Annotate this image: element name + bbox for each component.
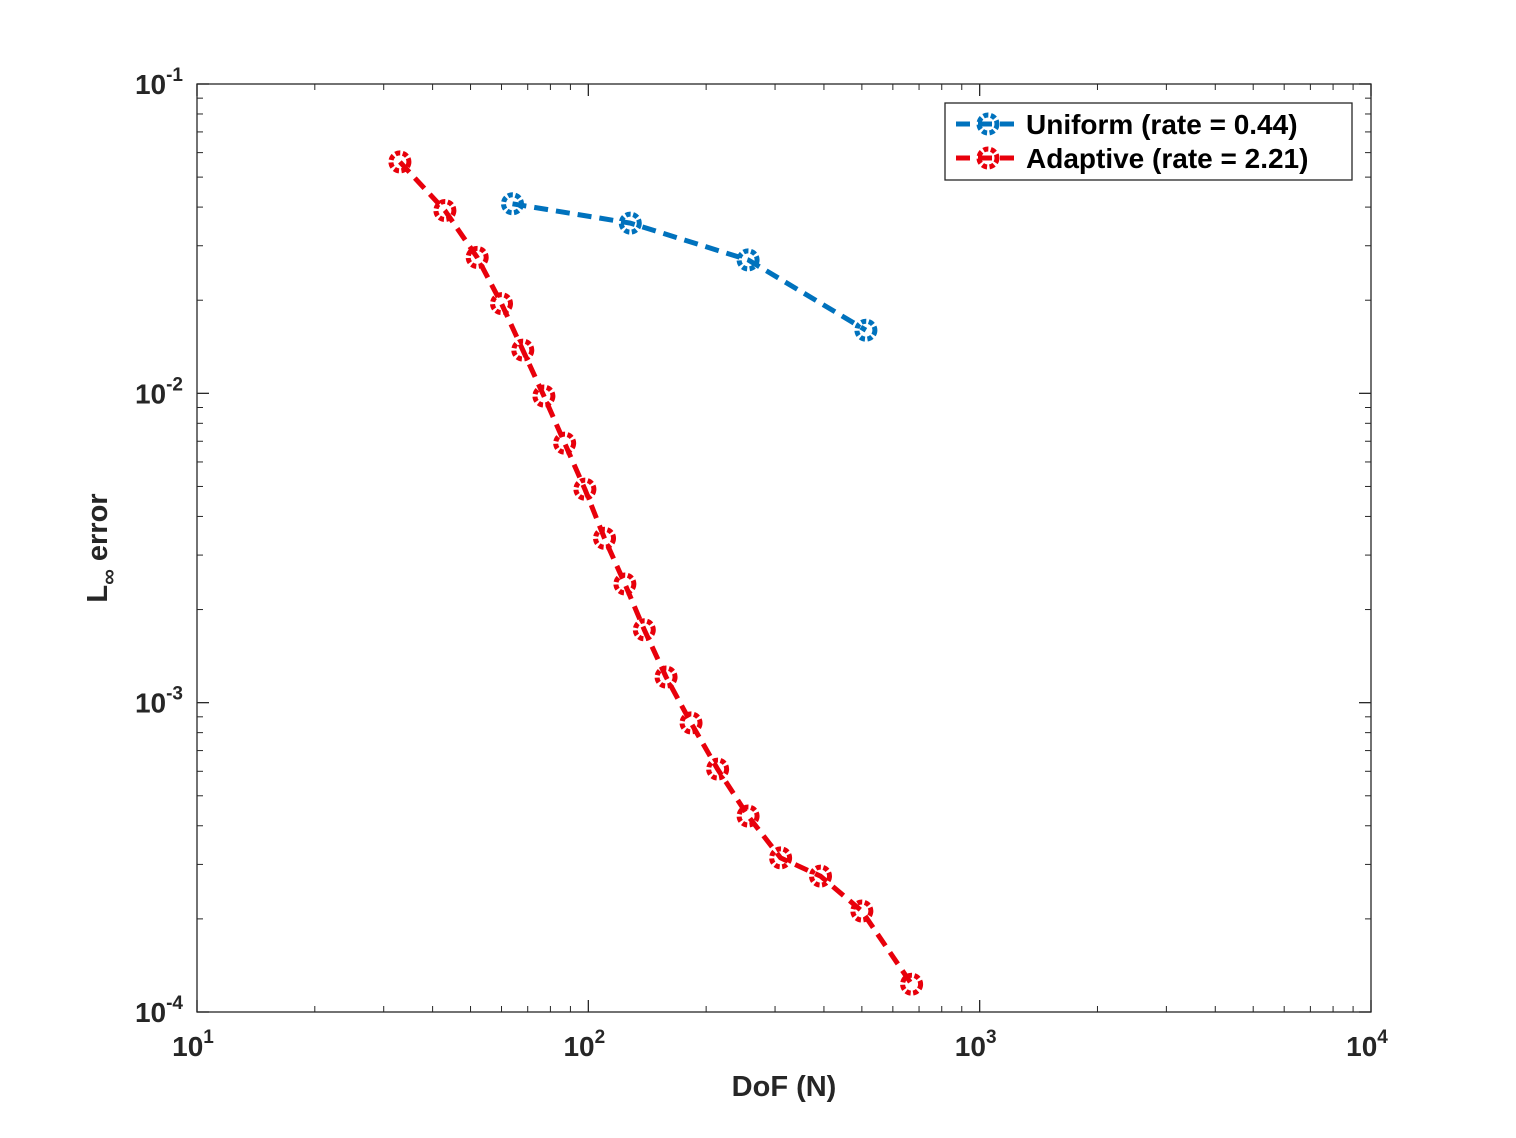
y-tick-exponent: -4 (166, 993, 183, 1014)
series-layer (388, 150, 924, 996)
data-point (736, 248, 760, 272)
data-point (632, 618, 656, 642)
x-tick-label: 102 (563, 1027, 605, 1062)
x-tick-base: 10 (172, 1031, 203, 1062)
series-1 (388, 150, 924, 996)
y-tick-label: 10-4 (135, 993, 183, 1028)
legend-entries: Uniform (rate = 0.44)Adaptive (rate = 2.… (956, 109, 1308, 174)
series-0 (500, 192, 878, 342)
y-tick-label: 10-3 (135, 684, 183, 719)
y-axis-label-main: L (82, 585, 114, 603)
y-tick-label: 10-1 (135, 65, 183, 100)
y-axis-label: L∞ error (82, 493, 121, 602)
data-point (573, 477, 597, 501)
x-tick-exponent: 3 (986, 1027, 997, 1048)
data-point (706, 757, 730, 781)
x-tick-exponent: 4 (1377, 1027, 1388, 1048)
legend-marker (976, 112, 1000, 136)
y-tick-exponent: -3 (166, 684, 183, 705)
svg-text:L∞ error: L∞ error (82, 493, 121, 602)
data-point (490, 292, 514, 316)
series-line (398, 160, 914, 986)
x-tick-label: 101 (172, 1027, 214, 1062)
data-point (433, 198, 457, 222)
legend-label: Adaptive (rate = 2.21) (1026, 143, 1308, 174)
y-tick-exponent: -2 (166, 374, 183, 395)
legend-label: Uniform (rate = 0.44) (1026, 109, 1298, 140)
data-point (900, 972, 924, 996)
data-point (593, 526, 617, 550)
data-point (613, 572, 637, 596)
data-point (618, 211, 642, 235)
legend-entry: Uniform (rate = 0.44) (956, 109, 1298, 140)
series-line (512, 201, 868, 333)
plot-box (196, 83, 1372, 1013)
y-tick-base: 10 (135, 378, 166, 409)
legend-marker (976, 146, 1000, 170)
data-point (736, 804, 760, 828)
data-point (769, 846, 793, 870)
data-point (532, 384, 556, 408)
legend-box (944, 102, 1353, 181)
x-tick-exponent: 1 (203, 1027, 214, 1048)
y-tick-base: 10 (135, 997, 166, 1028)
x-tick-label: 103 (955, 1027, 997, 1062)
y-axis-label-rest: error (82, 493, 114, 569)
minor-ticks (197, 84, 1371, 1012)
data-point (679, 711, 703, 735)
data-point (511, 338, 535, 362)
y-tick-labels: 10-410-310-210-1 (135, 65, 183, 1028)
x-tick-label: 104 (1346, 1027, 1388, 1062)
data-point (654, 665, 678, 689)
x-tick-base: 10 (955, 1031, 986, 1062)
data-point (553, 431, 577, 455)
y-tick-base: 10 (135, 688, 166, 719)
data-point (500, 192, 524, 216)
legend: Uniform (rate = 0.44)Adaptive (rate = 2.… (944, 102, 1353, 181)
plot-area (197, 84, 1371, 1012)
data-point (465, 245, 489, 269)
data-point (850, 899, 874, 923)
x-tick-exponent: 2 (595, 1027, 606, 1048)
y-tick-base: 10 (135, 69, 166, 100)
x-tick-labels: 101 102 103 104 (172, 1027, 1388, 1062)
y-tick-label: 10-2 (135, 374, 183, 409)
x-tick-base: 10 (563, 1031, 594, 1062)
x-axis-label: DoF (N) (732, 1071, 837, 1103)
x-tick-base: 10 (1346, 1031, 1377, 1062)
data-point (809, 864, 833, 888)
data-point (854, 318, 878, 342)
data-point (388, 150, 412, 174)
y-axis-label-subscript: ∞ (96, 569, 121, 585)
legend-entry: Adaptive (rate = 2.21) (956, 143, 1308, 174)
y-tick-exponent: -1 (166, 65, 183, 86)
